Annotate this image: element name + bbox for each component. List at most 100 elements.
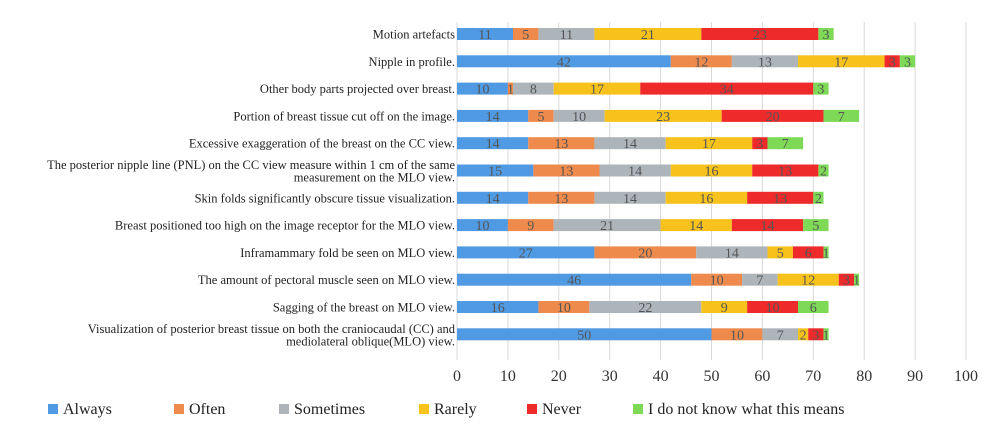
data-label: 13 bbox=[554, 192, 568, 207]
data-label: 14 bbox=[486, 137, 500, 152]
data-label: 16 bbox=[491, 301, 505, 316]
data-label: 14 bbox=[623, 137, 637, 152]
bar-segment bbox=[457, 301, 539, 313]
bar-segment bbox=[553, 109, 605, 122]
legend-swatch bbox=[419, 404, 429, 414]
data-label: 10 bbox=[572, 110, 586, 125]
data-label: 10 bbox=[475, 83, 489, 98]
bar-segment bbox=[813, 82, 829, 95]
data-label: 7 bbox=[777, 328, 784, 343]
x-tick-label: 100 bbox=[954, 368, 978, 385]
bar-segment bbox=[660, 219, 732, 232]
legend-label: Rarely bbox=[434, 401, 477, 418]
bar-segment bbox=[777, 273, 839, 286]
bar-segment bbox=[457, 273, 692, 286]
data-label: 7 bbox=[756, 274, 763, 289]
bar-segment bbox=[640, 82, 814, 95]
bar-segment bbox=[691, 273, 743, 286]
bar-segment bbox=[767, 137, 804, 150]
category-label: Portion of breast tissue cut off on the … bbox=[233, 109, 455, 123]
category-label: Sagging of the breast on MLO view. bbox=[273, 301, 455, 315]
category-label: Visualization of posterior breast tissue… bbox=[88, 322, 456, 336]
data-label: 12 bbox=[801, 274, 815, 289]
data-label: 3 bbox=[756, 137, 763, 152]
data-label: 2 bbox=[815, 192, 822, 207]
x-tick-label: 90 bbox=[907, 368, 923, 385]
data-label: 34 bbox=[720, 83, 734, 98]
data-label: 13 bbox=[773, 192, 787, 207]
data-label: 3 bbox=[889, 55, 896, 70]
x-tick-label: 60 bbox=[754, 368, 770, 385]
x-tick-label: 0 bbox=[453, 368, 461, 385]
bar-segment bbox=[528, 191, 595, 204]
data-label: 17 bbox=[590, 83, 604, 98]
data-label: 2 bbox=[800, 328, 807, 343]
legend-label: Always bbox=[63, 401, 112, 418]
bar-segment bbox=[696, 246, 768, 259]
bar-segment bbox=[701, 301, 748, 313]
bar-segment bbox=[823, 246, 829, 259]
bar-segment bbox=[457, 328, 712, 341]
data-label: 1 bbox=[853, 274, 860, 289]
bar-segment bbox=[457, 109, 529, 122]
data-label: 14 bbox=[628, 165, 642, 180]
bar-segment bbox=[731, 55, 799, 68]
bar-segment bbox=[803, 219, 829, 232]
category-label: Motion artefacts bbox=[373, 28, 455, 42]
bar-segment bbox=[670, 55, 732, 68]
data-label: 7 bbox=[838, 110, 845, 125]
data-label: 20 bbox=[766, 110, 780, 125]
category-label: Nipple in profile. bbox=[369, 55, 455, 69]
data-label: 14 bbox=[689, 219, 703, 234]
data-label: 21 bbox=[600, 219, 614, 234]
data-label: 10 bbox=[730, 328, 744, 343]
data-label: 3 bbox=[817, 83, 824, 98]
bar-segment bbox=[711, 328, 763, 341]
bar-segment bbox=[457, 28, 513, 40]
bar-segment bbox=[533, 164, 600, 177]
data-label: 1 bbox=[823, 328, 830, 343]
data-label: 1 bbox=[823, 246, 830, 261]
data-label: 14 bbox=[623, 192, 637, 207]
bar-segment bbox=[457, 191, 529, 204]
legend-swatch bbox=[279, 404, 289, 414]
data-label: 11 bbox=[560, 28, 573, 43]
data-label: 11 bbox=[478, 28, 491, 43]
x-axis: 0 10 20 30 40 50 60 70 80 90 100 bbox=[453, 368, 978, 385]
data-label: 7 bbox=[782, 137, 789, 152]
data-label: 16 bbox=[699, 192, 713, 207]
category-labels: Motion artefacts Nipple in profile. Other … bbox=[47, 28, 456, 349]
bar-segment bbox=[538, 301, 590, 313]
bar-segment bbox=[823, 328, 829, 341]
bar-segment bbox=[670, 164, 753, 177]
bar-segment bbox=[512, 28, 539, 40]
data-label: 14 bbox=[486, 192, 500, 207]
data-label: 9 bbox=[527, 219, 534, 234]
category-label: Other body parts projected over breast. bbox=[260, 82, 455, 96]
data-label: 1 bbox=[507, 83, 514, 98]
bar-segment bbox=[457, 55, 671, 68]
bar-segment bbox=[808, 328, 824, 341]
category-label: Skin folds significantly obscure tissue … bbox=[195, 191, 455, 205]
bar-segment bbox=[813, 191, 824, 204]
bar-segment bbox=[798, 301, 829, 313]
x-tick-label: 20 bbox=[551, 368, 567, 385]
bar-segment bbox=[589, 301, 702, 313]
bar-segment bbox=[762, 328, 799, 341]
data-label: 13 bbox=[559, 165, 573, 180]
legend-swatch bbox=[174, 404, 184, 414]
x-tick-label: 40 bbox=[653, 368, 669, 385]
data-label: 17 bbox=[702, 137, 716, 152]
category-label: Excessive exaggeration of the breast on … bbox=[189, 137, 455, 151]
data-label: 10 bbox=[557, 301, 571, 316]
data-label: 3 bbox=[843, 274, 850, 289]
data-label: 21 bbox=[641, 28, 655, 43]
legend-label: Often bbox=[189, 401, 225, 418]
bar-segment bbox=[507, 82, 513, 95]
bar-segment bbox=[792, 246, 824, 259]
bar-segment bbox=[899, 55, 916, 68]
bar-segment bbox=[665, 191, 748, 204]
bar-segment bbox=[665, 137, 753, 150]
data-label: 2 bbox=[820, 165, 827, 180]
